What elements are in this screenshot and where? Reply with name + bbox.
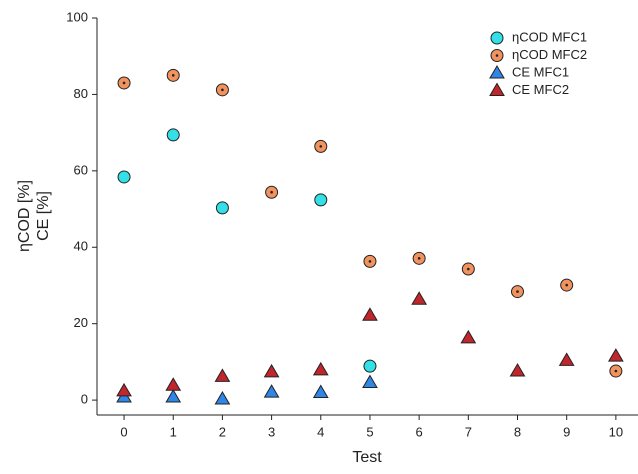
x-tick-label: 9 — [563, 424, 570, 439]
legend-label: ηCOD MFC2 — [512, 47, 587, 62]
marker-dot — [417, 257, 421, 260]
circle-marker — [215, 201, 229, 215]
legend-label: CE MFC2 — [512, 82, 569, 97]
x-tick-label: 1 — [170, 424, 177, 439]
marker-dot — [368, 260, 372, 263]
triangle-marker — [312, 361, 329, 376]
legend-marker — [489, 65, 505, 79]
marker-dot — [319, 145, 323, 148]
y-axis-label: CE [%] — [35, 191, 52, 241]
triangle-marker — [214, 390, 231, 405]
x-tick-label: 6 — [416, 424, 423, 439]
marker-dot — [171, 74, 175, 77]
triangle-marker — [116, 382, 132, 397]
x-tick-label: 3 — [268, 424, 275, 439]
circle-marker — [363, 359, 377, 373]
marker-dot — [467, 267, 470, 271]
triangle-marker — [263, 384, 280, 398]
triangle-marker — [558, 352, 575, 366]
legend-marker — [489, 82, 505, 96]
x-tick-label: 8 — [514, 424, 521, 439]
marker-dot — [516, 290, 519, 293]
marker-dot — [122, 81, 126, 85]
marker-dot — [565, 283, 568, 287]
triangle-marker — [312, 384, 329, 398]
triangle-marker — [263, 363, 280, 378]
x-tick-label: 4 — [317, 424, 324, 439]
y-tick-label: 20 — [74, 315, 88, 330]
marker-dot — [614, 369, 618, 373]
y-tick-label: 40 — [74, 239, 88, 254]
x-axis-label: Test — [352, 449, 382, 466]
x-tick-label: 5 — [366, 424, 373, 439]
legend-marker — [490, 31, 504, 45]
y-tick-label: 0 — [81, 392, 88, 407]
y-tick-label: 60 — [74, 162, 88, 177]
y-tick-label: 80 — [74, 86, 88, 101]
y-axis-label: ηCOD [%] — [16, 180, 33, 252]
legend-label: CE MFC1 — [512, 64, 569, 79]
triangle-marker — [460, 329, 477, 344]
circle-marker — [117, 170, 131, 184]
triangle-marker — [165, 389, 182, 403]
triangle-marker — [509, 363, 526, 377]
triangle-marker — [214, 368, 231, 382]
marker-dot — [270, 190, 273, 194]
marker-dot — [221, 88, 224, 92]
triangle-marker — [362, 307, 378, 321]
circle-marker — [166, 128, 180, 142]
triangle-marker — [411, 291, 428, 305]
triangle-marker — [362, 374, 378, 389]
marker-dot — [495, 54, 499, 57]
x-tick-label: 10 — [609, 424, 623, 439]
x-tick-label: 0 — [120, 424, 127, 439]
legend-label: ηCOD MFC1 — [512, 29, 587, 44]
x-tick-label: 7 — [465, 424, 472, 439]
circle-marker — [314, 193, 328, 207]
y-tick-label: 100 — [66, 9, 88, 24]
triangle-marker — [607, 348, 624, 362]
x-tick-label: 2 — [219, 424, 226, 439]
triangle-marker — [165, 377, 182, 391]
